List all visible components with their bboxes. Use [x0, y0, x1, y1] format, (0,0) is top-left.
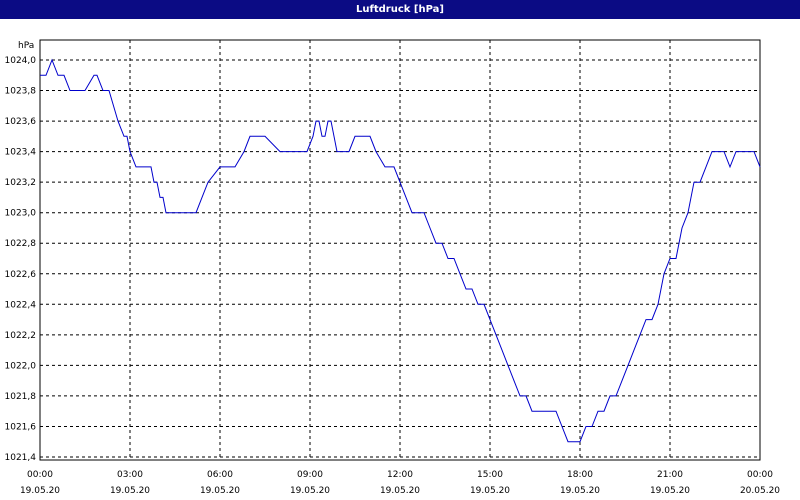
x-tick-time-label: 15:00: [477, 470, 503, 480]
x-tick-date-label: 19.05.20: [380, 486, 420, 496]
x-tick-time-label: 03:00: [117, 470, 143, 480]
x-tick-time-label: 00:00: [747, 470, 773, 480]
vertical-gridlines: [129, 40, 671, 460]
x-tick-date-label: 20.05.20: [740, 486, 780, 496]
y-tick-label: 1022,8: [5, 239, 37, 249]
x-tick-date-label: 19.05.20: [20, 486, 60, 496]
x-axis-tick-labels: 00:00 19.05.20 03:00 19.05.20 06:00 19.05.20 0…: [20, 470, 780, 496]
y-tick-label: 1024,0: [5, 56, 37, 66]
x-tick-time-label: 12:00: [387, 470, 413, 480]
y-tick-label: 1022,4: [5, 300, 37, 310]
x-tick-time-label: 00:00: [27, 470, 53, 480]
x-tick-date-label: 19.05.20: [200, 486, 240, 496]
y-tick-label: 1023,4: [5, 148, 37, 158]
x-tick-time-label: 18:00: [567, 470, 593, 480]
x-tick-time-label: 06:00: [207, 470, 233, 480]
x-tick-date-label: 19.05.20: [560, 486, 600, 496]
x-tick-date-label: 19.05.20: [650, 486, 690, 496]
y-tick-label: 1023,2: [5, 178, 37, 188]
chart-title: Luftdruck [hPa]: [0, 0, 800, 19]
y-tick-label: 1023,8: [5, 87, 37, 97]
y-tick-label: 1023,6: [5, 117, 37, 127]
y-axis-unit-label: hPa: [18, 41, 34, 51]
y-tick-label: 1022,6: [5, 270, 37, 280]
x-tick-time-label: 21:00: [657, 470, 683, 480]
y-axis-tick-labels: 1024,0 1023,8 1023,6 1023,4 1023,2 1023,0 1022…: [5, 56, 37, 463]
y-tick-label: 1021,6: [5, 422, 37, 432]
x-tick-date-label: 19.05.20: [470, 486, 510, 496]
x-tick-date-label: 19.05.20: [290, 486, 330, 496]
y-tick-label: 1023,0: [5, 209, 37, 219]
x-tick-time-label: 09:00: [297, 470, 323, 480]
y-tick-label: 1022,0: [5, 361, 37, 371]
y-tick-label: 1021,4: [5, 453, 37, 463]
y-tick-label: 1021,8: [5, 392, 37, 402]
x-tick-date-label: 19.05.20: [110, 486, 150, 496]
y-tick-label: 1022,2: [5, 331, 37, 341]
pressure-series-line: [40, 58, 761, 443]
